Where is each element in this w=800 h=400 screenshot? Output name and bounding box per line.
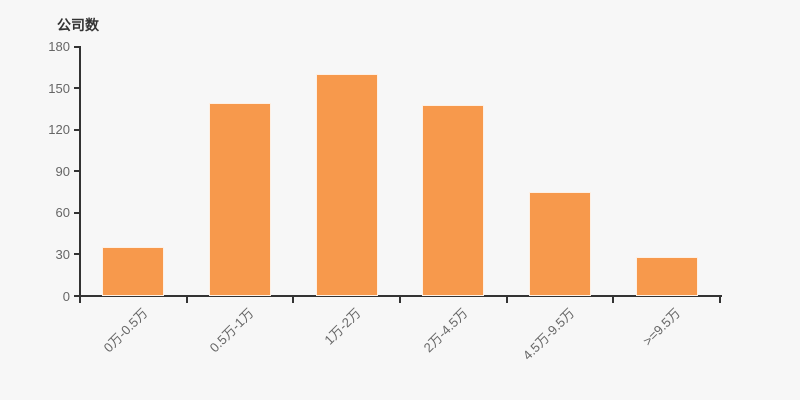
x-tick-mark [719,297,721,303]
y-tick-mark [74,211,80,214]
x-tick-mark [292,297,295,303]
y-axis-title: 公司数 [57,17,99,33]
bar[interactable] [209,103,271,296]
y-tick-label: 0 [62,288,70,304]
x-tick-label: 0万-0.5万 [100,305,151,356]
x-tick-mark [399,297,401,303]
bar[interactable] [635,257,698,296]
x-tick-mark [505,297,508,303]
y-tick-label: 90 [55,163,70,179]
bar[interactable] [102,247,165,296]
x-tick-label: 0.5万-1万 [206,305,257,356]
y-tick-mark [74,87,80,90]
y-tick-label: 120 [48,122,70,138]
y-tick-label: 60 [55,205,70,221]
y-tick-label: 30 [55,246,70,262]
x-tick-mark [79,297,81,303]
y-tick-mark [74,45,80,48]
y-axis-line [79,46,81,297]
x-tick-label: >=9.5万 [640,305,684,349]
y-tick-label: 150 [48,80,70,96]
y-tick-mark [74,170,80,173]
x-axis-line [79,295,722,297]
y-tick-mark [74,253,80,256]
bar[interactable] [529,192,591,296]
x-tick-label: 1万-2万 [321,305,364,348]
x-tick-label: 2万-4.5万 [420,305,471,356]
y-tick-mark [74,128,80,131]
y-tick-mark [74,295,80,297]
bar[interactable] [315,74,378,296]
x-tick-label: 4.5万-9.5万 [519,305,577,363]
x-tick-mark [612,297,615,303]
bar[interactable] [422,104,485,296]
x-tick-mark [185,297,188,303]
y-tick-label: 180 [48,39,70,54]
